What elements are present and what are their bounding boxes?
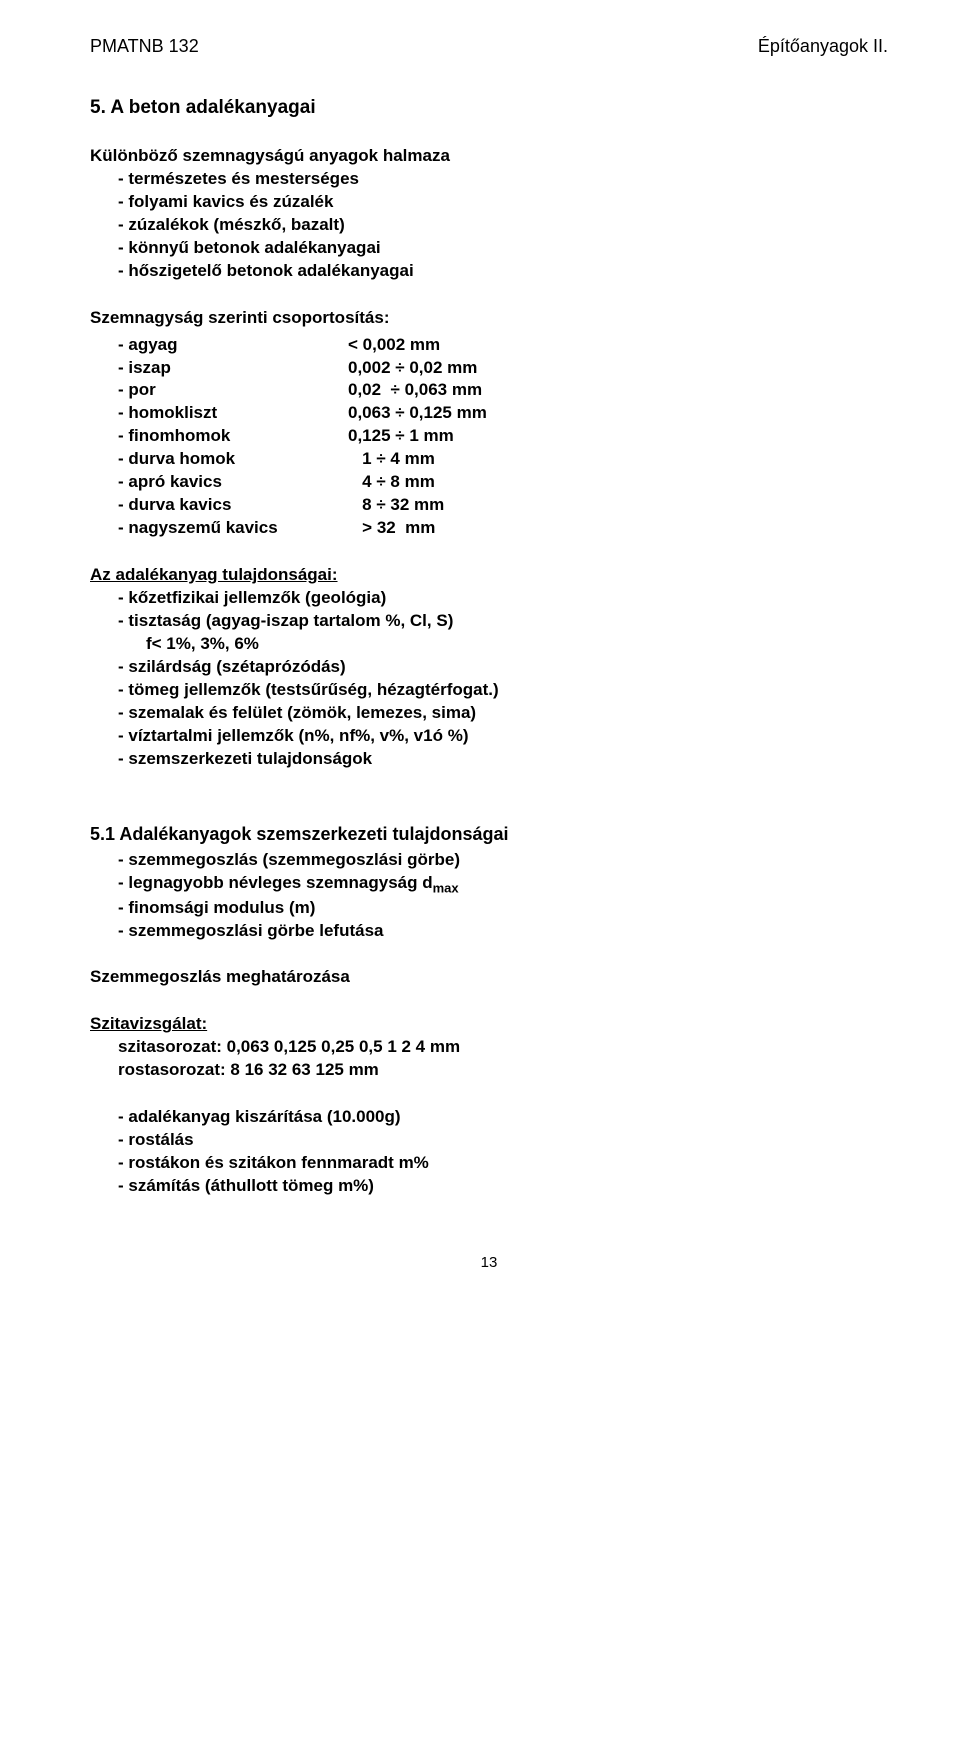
- table-row: - durva homok 1 ÷ 4 mm: [118, 448, 888, 471]
- header-right: Építőanyagok II.: [758, 36, 888, 57]
- grain-block: Szemnagyság szerinti csoportosítás: - ag…: [90, 307, 888, 540]
- grain-label: - durva homok: [118, 448, 348, 471]
- grain-label: - durva kavics: [118, 494, 348, 517]
- intro-line: - természetes és mesterséges: [90, 168, 888, 191]
- page: PMATNB 132 Építőanyagok II. 5. A beton a…: [0, 0, 960, 1311]
- grain-value: 8 ÷ 32 mm: [348, 494, 444, 517]
- grain-value: 0,063 ÷ 0,125 mm: [348, 402, 487, 425]
- table-row: - apró kavics 4 ÷ 8 mm: [118, 471, 888, 494]
- grain-value: < 0,002 mm: [348, 334, 440, 357]
- prop-line: - tömeg jellemzők (testsűrűség, hézagtér…: [90, 679, 888, 702]
- sub-line-text: - legnagyobb névleges szemnagyság d: [118, 873, 433, 892]
- grain-label: - por: [118, 379, 348, 402]
- steps-block: - adalékanyag kiszárítása (10.000g) - ro…: [90, 1106, 888, 1198]
- page-number: 13: [90, 1254, 888, 1271]
- grain-label: - apró kavics: [118, 471, 348, 494]
- prop-line: - kőzetfizikai jellemzők (geológia): [90, 587, 888, 610]
- grain-value: 4 ÷ 8 mm: [348, 471, 435, 494]
- intro-line: - hőszigetelő betonok adalékanyagai: [90, 260, 888, 283]
- prop-line: - tisztaság (agyag-iszap tartalom %, Cl,…: [90, 610, 888, 633]
- grain-label: - homokliszt: [118, 402, 348, 425]
- grain-value: 1 ÷ 4 mm: [348, 448, 435, 471]
- grain-value: 0,02 ÷ 0,063 mm: [348, 379, 482, 402]
- grain-label: - finomhomok: [118, 425, 348, 448]
- section-title: 5. A beton adalékanyagai: [90, 97, 888, 119]
- table-row: - durva kavics 8 ÷ 32 mm: [118, 494, 888, 517]
- prop-line: - szilárdság (szétaprózódás): [90, 656, 888, 679]
- grain-value: > 32 mm: [348, 517, 435, 540]
- intro-block: Különböző szemnagyságú anyagok halmaza -…: [90, 145, 888, 283]
- prop-line: - szemszerkezeti tulajdonságok: [90, 748, 888, 771]
- grain-label: - nagyszemű kavics: [118, 517, 348, 540]
- sub-line: - finomsági modulus (m): [90, 897, 888, 920]
- sieve-line: rostasorozat: 8 16 32 63 125 mm: [90, 1059, 888, 1082]
- determination-heading: Szemmegoszlás meghatározása: [90, 966, 888, 989]
- table-row: - nagyszemű kavics > 32 mm: [118, 517, 888, 540]
- prop-line: - szemalak és felület (zömök, lemezes, s…: [90, 702, 888, 725]
- spacer: [90, 794, 888, 822]
- subsection-title: 5.1 Adalékanyagok szemszerkezeti tulajdo…: [90, 822, 888, 846]
- table-row: - agyag< 0,002 mm: [118, 334, 888, 357]
- subscript-max: max: [433, 880, 459, 895]
- prop-line: f< 1%, 3%, 6%: [90, 633, 888, 656]
- grain-value: 0,002 ÷ 0,02 mm: [348, 357, 477, 380]
- grain-heading: Szemnagyság szerinti csoportosítás:: [90, 307, 888, 330]
- table-row: - homokliszt0,063 ÷ 0,125 mm: [118, 402, 888, 425]
- grain-label: - agyag: [118, 334, 348, 357]
- header-left: PMATNB 132: [90, 36, 199, 57]
- grain-label: - iszap: [118, 357, 348, 380]
- prop-line: - víztartalmi jellemzők (n%, nf%, v%, v1…: [90, 725, 888, 748]
- subsection-block: 5.1 Adalékanyagok szemszerkezeti tulajdo…: [90, 822, 888, 942]
- table-row: - finomhomok0,125 ÷ 1 mm: [118, 425, 888, 448]
- properties-block: Az adalékanyag tulajdonságai: - kőzetfiz…: [90, 564, 888, 770]
- grain-table: - agyag< 0,002 mm - iszap0,002 ÷ 0,02 mm…: [90, 334, 888, 540]
- page-header: PMATNB 132 Építőanyagok II.: [90, 36, 888, 57]
- intro-line: - könnyű betonok adalékanyagai: [90, 237, 888, 260]
- table-row: - iszap0,002 ÷ 0,02 mm: [118, 357, 888, 380]
- intro-line: Különböző szemnagyságú anyagok halmaza: [90, 145, 888, 168]
- properties-heading: Az adalékanyag tulajdonságai:: [90, 564, 888, 587]
- sieve-block: Szitavizsgálat: szitasorozat: 0,063 0,12…: [90, 1013, 888, 1082]
- step-line: - rostálás: [90, 1129, 888, 1152]
- sieve-line: szitasorozat: 0,063 0,125 0,25 0,5 1 2 4…: [90, 1036, 888, 1059]
- sub-line: - szemmegoszlási görbe lefutása: [90, 920, 888, 943]
- step-line: - számítás (áthullott tömeg m%): [90, 1175, 888, 1198]
- intro-line: - zúzalékok (mészkő, bazalt): [90, 214, 888, 237]
- grain-value: 0,125 ÷ 1 mm: [348, 425, 454, 448]
- table-row: - por0,02 ÷ 0,063 mm: [118, 379, 888, 402]
- intro-line: - folyami kavics és zúzalék: [90, 191, 888, 214]
- sub-line: - szemmegoszlás (szemmegoszlási görbe): [90, 849, 888, 872]
- step-line: - adalékanyag kiszárítása (10.000g): [90, 1106, 888, 1129]
- sieve-heading: Szitavizsgálat:: [90, 1013, 888, 1036]
- sub-line: - legnagyobb névleges szemnagyság dmax: [90, 872, 888, 897]
- step-line: - rostákon és szitákon fennmaradt m%: [90, 1152, 888, 1175]
